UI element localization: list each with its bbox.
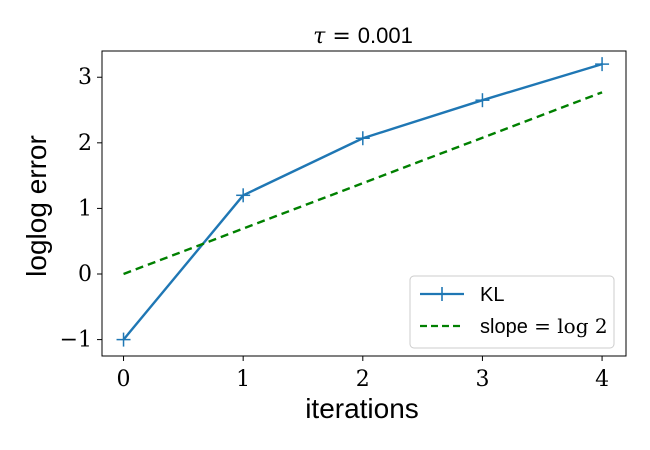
series-0-point-1 <box>236 188 251 203</box>
x-tick-label-3: 3 <box>475 367 489 392</box>
y-tick-label-1: 0 <box>78 262 92 287</box>
legend-slope-math: = log 2 <box>528 314 608 338</box>
x-tick-label-0: 0 <box>117 367 131 392</box>
legend: KL slope = log 2 <box>409 275 615 349</box>
chart-title: τ = 0.001 <box>313 23 413 49</box>
x-tick-label-1: 1 <box>236 367 250 392</box>
y-tick-label-2: 1 <box>78 196 92 221</box>
y-tick-label-4: 3 <box>78 65 92 90</box>
legend-slope-text: slope <box>480 316 528 338</box>
x-tick-label-4: 4 <box>595 367 609 392</box>
legend-kl-marker <box>435 287 449 301</box>
y-axis-label: loglog error <box>21 135 52 277</box>
ticks-layer: 0 1 2 3 4 −1 0 1 2 3 <box>60 65 610 392</box>
x-axis-label: iterations <box>305 393 419 424</box>
series-layer <box>116 57 610 347</box>
plot-area-frame <box>101 50 627 357</box>
title-tau-symbol: τ <box>313 24 326 49</box>
title-value: 0.001 <box>358 23 413 48</box>
legend-slope-label: slope = log 2 <box>480 314 608 338</box>
series-0-point-4 <box>595 57 610 72</box>
y-tick-label-3: 2 <box>78 131 92 156</box>
series-0-point-3 <box>475 93 490 108</box>
x-tick-label-2: 2 <box>356 367 370 392</box>
series-line-1 <box>123 91 603 276</box>
series-0-point-0 <box>116 332 131 347</box>
title-equals: = <box>325 24 357 49</box>
legend-kl-label: KL <box>480 284 504 306</box>
series-0-point-2 <box>355 131 370 146</box>
y-tick-label-0: −1 <box>60 328 92 353</box>
